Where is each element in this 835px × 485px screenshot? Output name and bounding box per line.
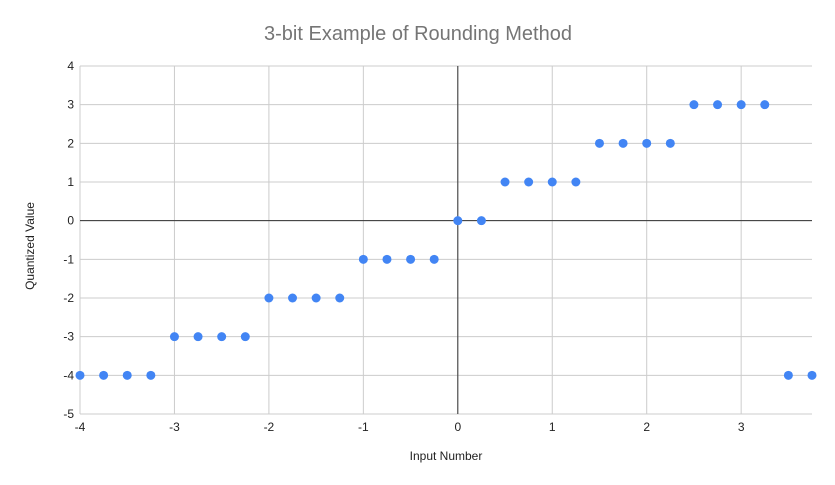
x-tick-label: 3 xyxy=(738,420,745,434)
y-tick-label: 2 xyxy=(67,136,74,150)
data-point xyxy=(783,370,793,380)
y-axis-title: Quantized Value xyxy=(23,202,37,290)
data-point xyxy=(571,177,581,187)
data-point xyxy=(476,216,486,226)
data-point xyxy=(453,216,463,226)
data-point xyxy=(335,293,345,303)
y-tick-label: -1 xyxy=(63,252,74,266)
grid-lines xyxy=(79,65,812,415)
y-tick-label: -4 xyxy=(63,368,74,382)
data-point xyxy=(618,138,628,148)
data-point xyxy=(760,100,770,110)
data-point xyxy=(75,370,85,380)
x-tick-label: 2 xyxy=(643,420,650,434)
x-tick-label: 1 xyxy=(549,420,556,434)
data-point xyxy=(193,332,203,342)
x-tick-label: -2 xyxy=(264,420,275,434)
data-point xyxy=(99,370,109,380)
y-tick-label: 0 xyxy=(67,214,74,228)
y-tick-label: -5 xyxy=(63,407,74,421)
data-point xyxy=(358,254,368,264)
y-tick-label: -2 xyxy=(63,291,74,305)
data-point xyxy=(264,293,274,303)
data-point xyxy=(382,254,392,264)
data-point xyxy=(665,138,675,148)
y-tick-label: 1 xyxy=(67,175,74,189)
x-tick-label: -1 xyxy=(358,420,369,434)
data-point xyxy=(311,293,321,303)
y-tick-label: 4 xyxy=(67,59,74,73)
data-point xyxy=(689,100,699,110)
data-point xyxy=(122,370,132,380)
data-point xyxy=(429,254,439,264)
data-point xyxy=(406,254,416,264)
x-tick-label: 0 xyxy=(454,420,461,434)
data-point xyxy=(146,370,156,380)
data-point xyxy=(217,332,227,342)
y-tick-label: 3 xyxy=(67,98,74,112)
data-point xyxy=(736,100,746,110)
data-point xyxy=(500,177,510,187)
data-point xyxy=(169,332,179,342)
zero-axes xyxy=(80,66,812,414)
data-point xyxy=(524,177,534,187)
data-point xyxy=(713,100,723,110)
y-tick-labels: -5 -4 -3 -2 -1 0 1 2 3 4 xyxy=(63,59,74,421)
x-tick-labels: -4 -3 -2 -1 0 1 2 3 xyxy=(75,420,745,434)
x-tick-label: -3 xyxy=(169,420,180,434)
data-point xyxy=(594,138,604,148)
data-point xyxy=(642,138,652,148)
data-points xyxy=(75,100,817,380)
x-tick-label: -4 xyxy=(75,420,86,434)
data-point xyxy=(807,370,817,380)
y-tick-label: -3 xyxy=(63,330,74,344)
data-point xyxy=(547,177,557,187)
data-point xyxy=(288,293,298,303)
chart-title: 3-bit Example of Rounding Method xyxy=(264,23,572,45)
data-point xyxy=(240,332,250,342)
x-axis-title: Input Number xyxy=(410,449,483,463)
